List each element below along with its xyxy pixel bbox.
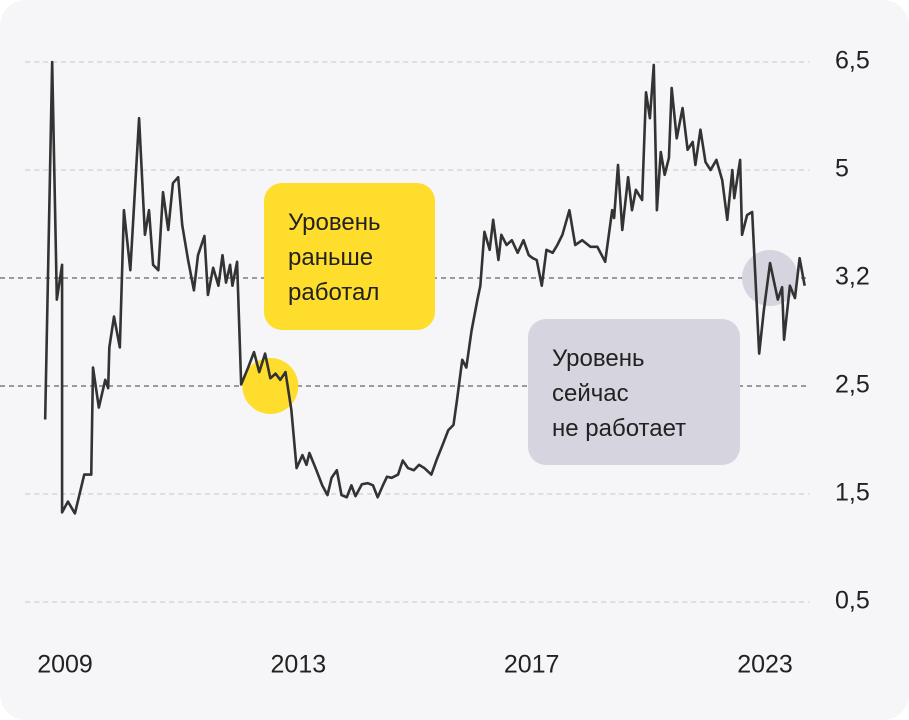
x-tick-label: 2017 xyxy=(504,651,560,679)
annotation-line: не работает xyxy=(552,415,687,442)
annotation-line: раньше xyxy=(288,244,374,271)
y-tick-label: 3,2 xyxy=(835,263,870,291)
y-tick-label: 5 xyxy=(835,155,849,183)
annotation-line: работал xyxy=(288,279,380,306)
annotation-box: Уровень раньше работал xyxy=(264,183,435,330)
line xyxy=(43,60,806,515)
x-tick-label: 2023 xyxy=(737,651,793,679)
x-tick-label: 2009 xyxy=(37,651,93,679)
y-tick-label: 6,5 xyxy=(835,47,870,75)
annotation-line: Уровень xyxy=(552,345,645,372)
y-tick-label: 1,5 xyxy=(835,479,870,507)
x-tick-label: 2013 xyxy=(271,651,327,679)
annotation-box: Уровень сейчас не работает xyxy=(528,319,740,465)
annotation-line: сейчас xyxy=(552,380,629,407)
annotation-line: Уровень xyxy=(288,209,381,236)
y-tick-label: 2,5 xyxy=(835,371,870,399)
y-tick-label: 0,5 xyxy=(835,587,870,615)
